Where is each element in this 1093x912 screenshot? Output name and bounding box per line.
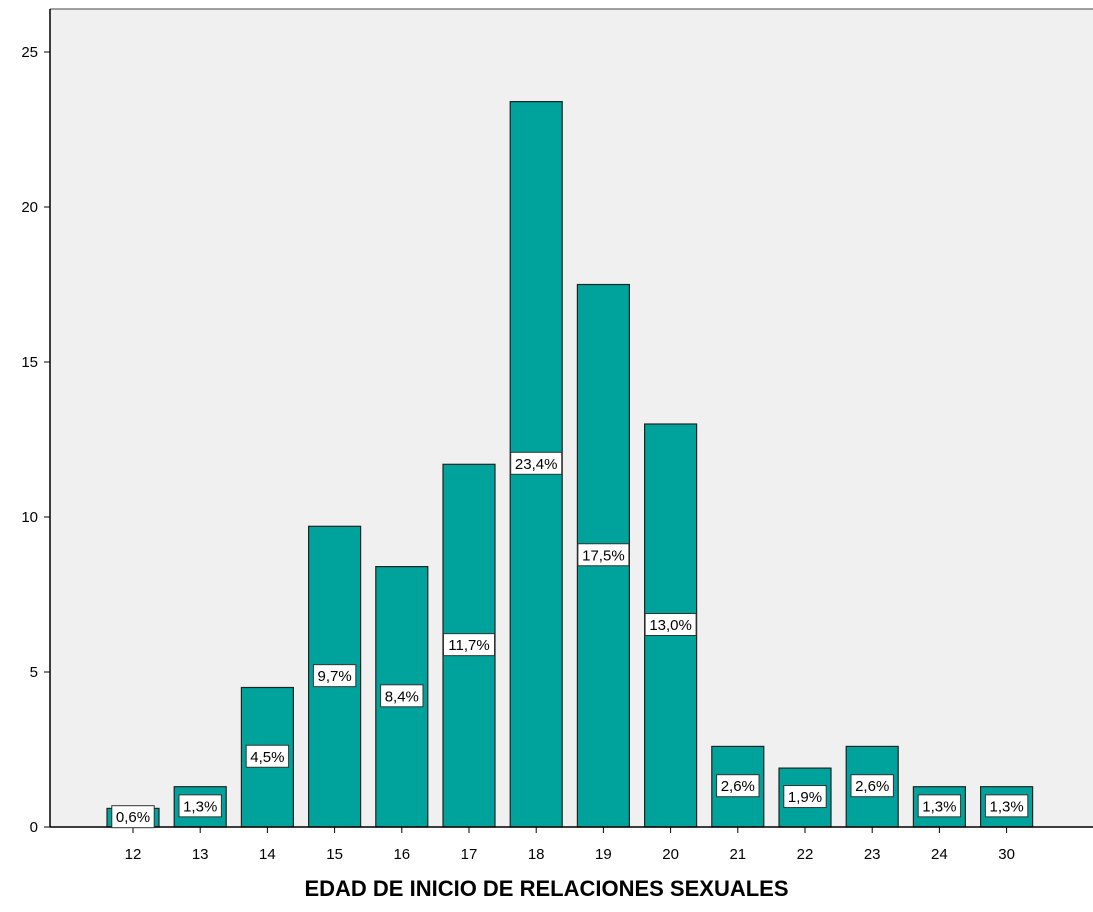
- x-tick-label: 17: [461, 846, 478, 863]
- data-label-box: [984, 794, 1029, 818]
- x-tick-label: 19: [595, 846, 612, 863]
- data-label: 1,9%: [788, 789, 822, 806]
- x-tick-label: 30: [998, 846, 1015, 863]
- x-tick-label: 12: [125, 846, 142, 863]
- data-label-box: [577, 543, 630, 567]
- y-tick-label: 25: [21, 44, 38, 61]
- data-label-box: [245, 744, 290, 768]
- x-tick-label: 14: [259, 846, 276, 863]
- x-tick-label: 13: [192, 846, 209, 863]
- x-ticks-layer: 12 13 14 15 16 17 18 19 20 21 22 23 24 30: [125, 827, 1015, 863]
- data-label-box: [443, 633, 495, 657]
- x-tick-label: 16: [393, 846, 410, 863]
- data-label: 11,7%: [448, 637, 489, 654]
- x-tick-label: 18: [528, 846, 545, 863]
- x-tick-label: 20: [662, 846, 679, 863]
- data-label-box: [850, 774, 894, 798]
- data-label: 1,3%: [183, 798, 217, 815]
- x-tick-label: 24: [931, 846, 948, 863]
- plot-background: [50, 9, 1093, 827]
- data-label: 0,6%: [116, 809, 150, 826]
- data-labels-layer: 0,6% 1,3% 4,5% 9,7% 8,4% 11,7% 23,4% 17,5% 13,0%…: [111, 451, 1029, 829]
- data-label-box: [716, 774, 760, 798]
- data-label: 8,4%: [385, 688, 419, 705]
- data-label: 1,3%: [989, 798, 1023, 815]
- x-tick-label: 23: [864, 846, 881, 863]
- x-tick-label: 21: [729, 846, 746, 863]
- y-ticks-layer: 0 5 10 15 20 25: [21, 44, 50, 836]
- data-label: 13,0%: [649, 617, 692, 634]
- data-label: 23,4%: [515, 456, 558, 473]
- y-tick-label: 20: [21, 199, 38, 216]
- data-label-box: [917, 794, 962, 818]
- data-label-box: [178, 794, 222, 818]
- data-label: 2,6%: [855, 778, 889, 795]
- y-tick-label: 10: [21, 509, 38, 526]
- y-tick-label: 15: [21, 354, 38, 371]
- data-label-box: [380, 684, 424, 708]
- data-label: 2,6%: [721, 778, 755, 795]
- data-label: 17,5%: [582, 547, 625, 564]
- data-label-box: [783, 785, 827, 809]
- data-label-box: [510, 451, 563, 475]
- y-tick-label: 0: [30, 819, 38, 836]
- y-tick-label: 5: [30, 664, 38, 681]
- x-axis-title: EDAD DE INICIO DE RELACIONES SEXUALES: [304, 876, 789, 901]
- data-label: 1,3%: [922, 798, 956, 815]
- data-label-box: [111, 805, 155, 829]
- data-label-box: [644, 613, 697, 636]
- data-label: 4,5%: [250, 749, 284, 766]
- x-tick-label: 22: [797, 846, 814, 863]
- data-label-box: [312, 664, 357, 688]
- data-label: 9,7%: [317, 668, 351, 685]
- x-tick-label: 15: [326, 846, 343, 863]
